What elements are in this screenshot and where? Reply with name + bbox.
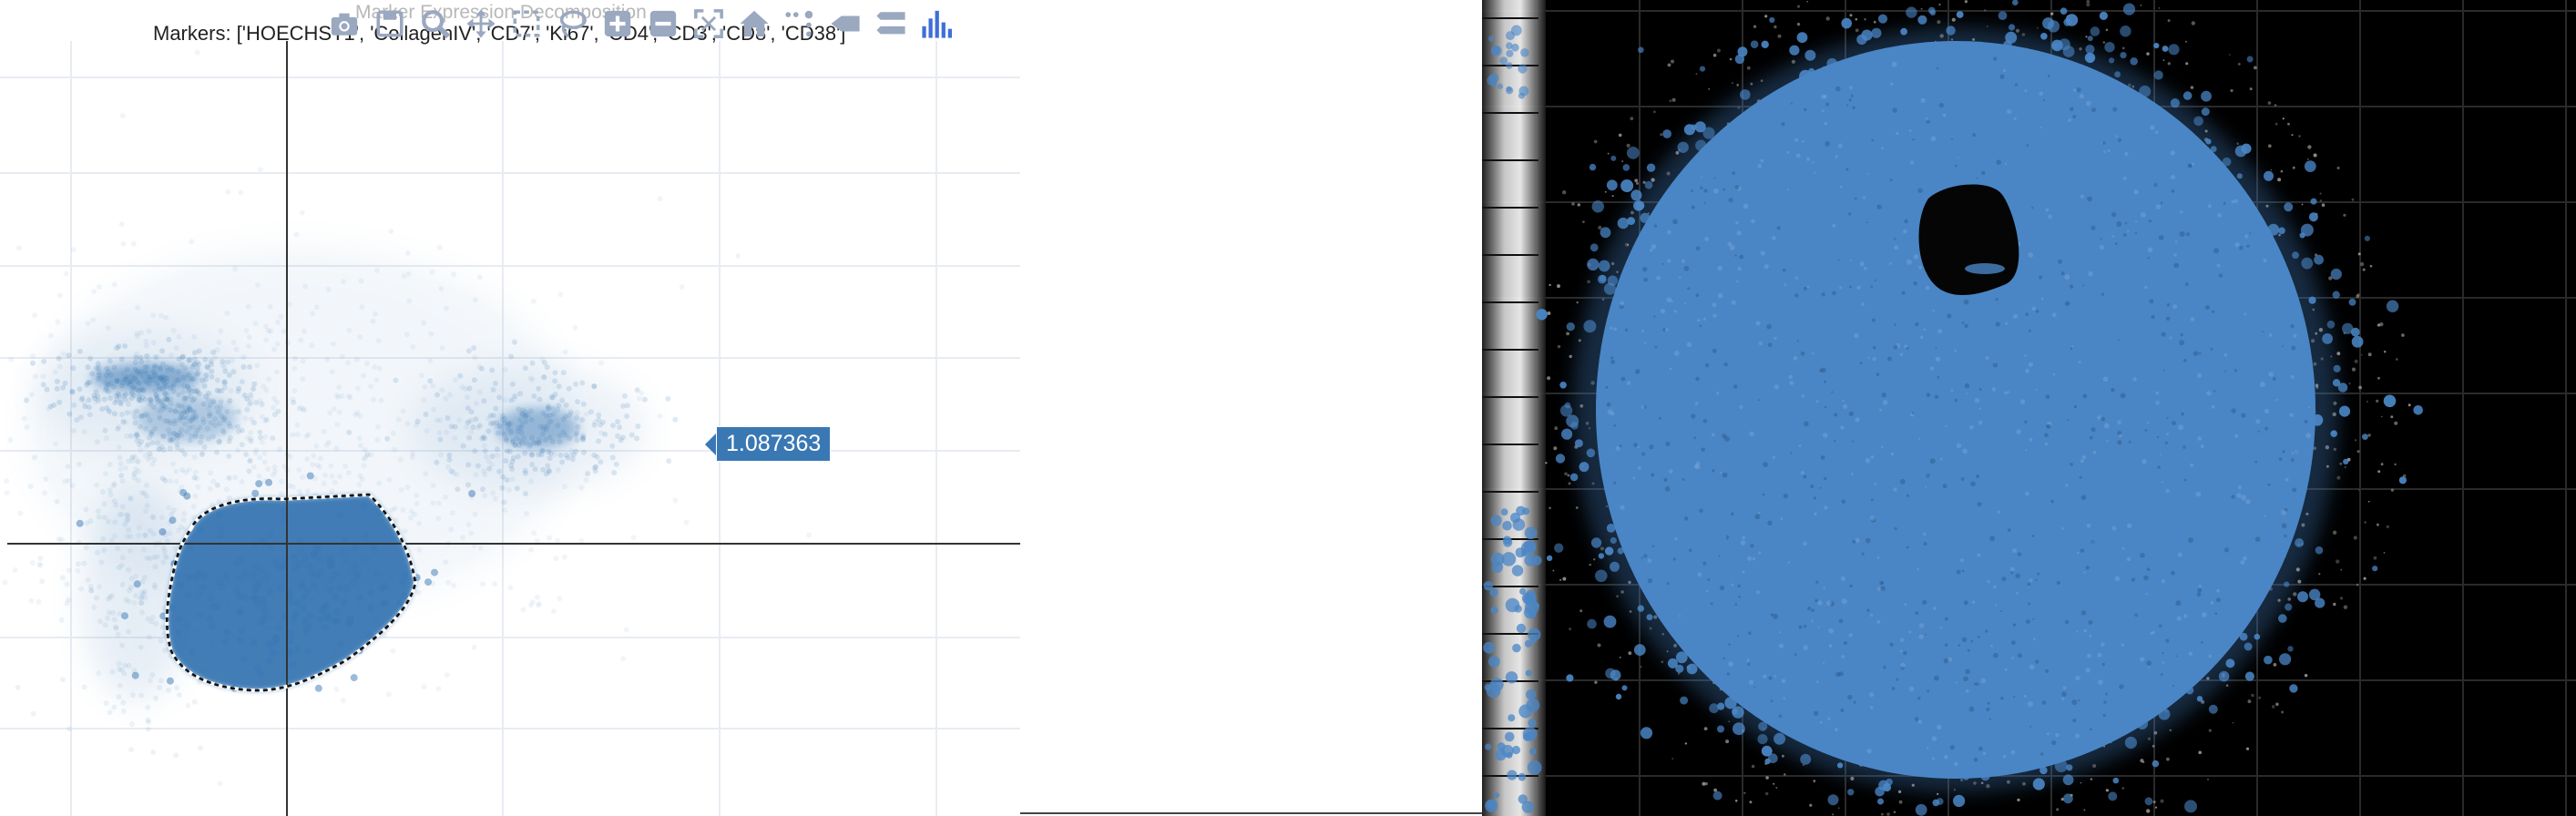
plot-modebar — [328, 4, 953, 44]
lasso-select-icon[interactable] — [556, 7, 588, 40]
markers-label: Markers: ['HOECHST1', 'CollagenIV', 'CD7… — [153, 22, 846, 45]
zoom-out-icon[interactable] — [647, 7, 680, 40]
save-icon[interactable] — [373, 7, 406, 40]
scatter-points — [2, 49, 813, 787]
box-select-icon[interactable] — [510, 7, 543, 40]
autoscale-icon[interactable] — [692, 7, 725, 40]
hover-tooltip-arrow — [705, 433, 716, 455]
reset-axes-icon[interactable] — [738, 7, 771, 40]
tissue-image[interactable] — [1482, 0, 2576, 816]
hover-value: 1.087363 — [716, 426, 832, 462]
tissue-hole — [1918, 184, 2019, 296]
pan-icon[interactable] — [465, 7, 497, 40]
compare-data-icon[interactable] — [874, 7, 907, 40]
scatter-plot-panel[interactable]: Markers: ['HOECHST1', 'CollagenIV', 'CD7… — [0, 0, 1020, 816]
tissue-hole-spot — [1965, 263, 2005, 274]
scatter-plot[interactable] — [0, 0, 1020, 816]
plot-title: Marker Expression Decomposition — [355, 2, 647, 23]
hover-tooltip: 1.087363 — [705, 426, 832, 462]
tissue-image-view[interactable] — [1482, 0, 2576, 816]
zoom-icon[interactable] — [419, 7, 452, 40]
divider-line — [1020, 812, 1482, 814]
cell-overlay-disk — [1596, 41, 2315, 779]
scattered-cells — [1483, 0, 2423, 816]
plotly-logo-icon[interactable] — [920, 7, 953, 40]
toggle-spike-lines-icon[interactable] — [783, 7, 816, 40]
zoom-in-icon[interactable] — [601, 7, 634, 40]
show-closest-icon[interactable] — [829, 7, 862, 40]
cell-overlay-texture — [1605, 56, 2312, 766]
camera-icon[interactable] — [328, 7, 361, 40]
